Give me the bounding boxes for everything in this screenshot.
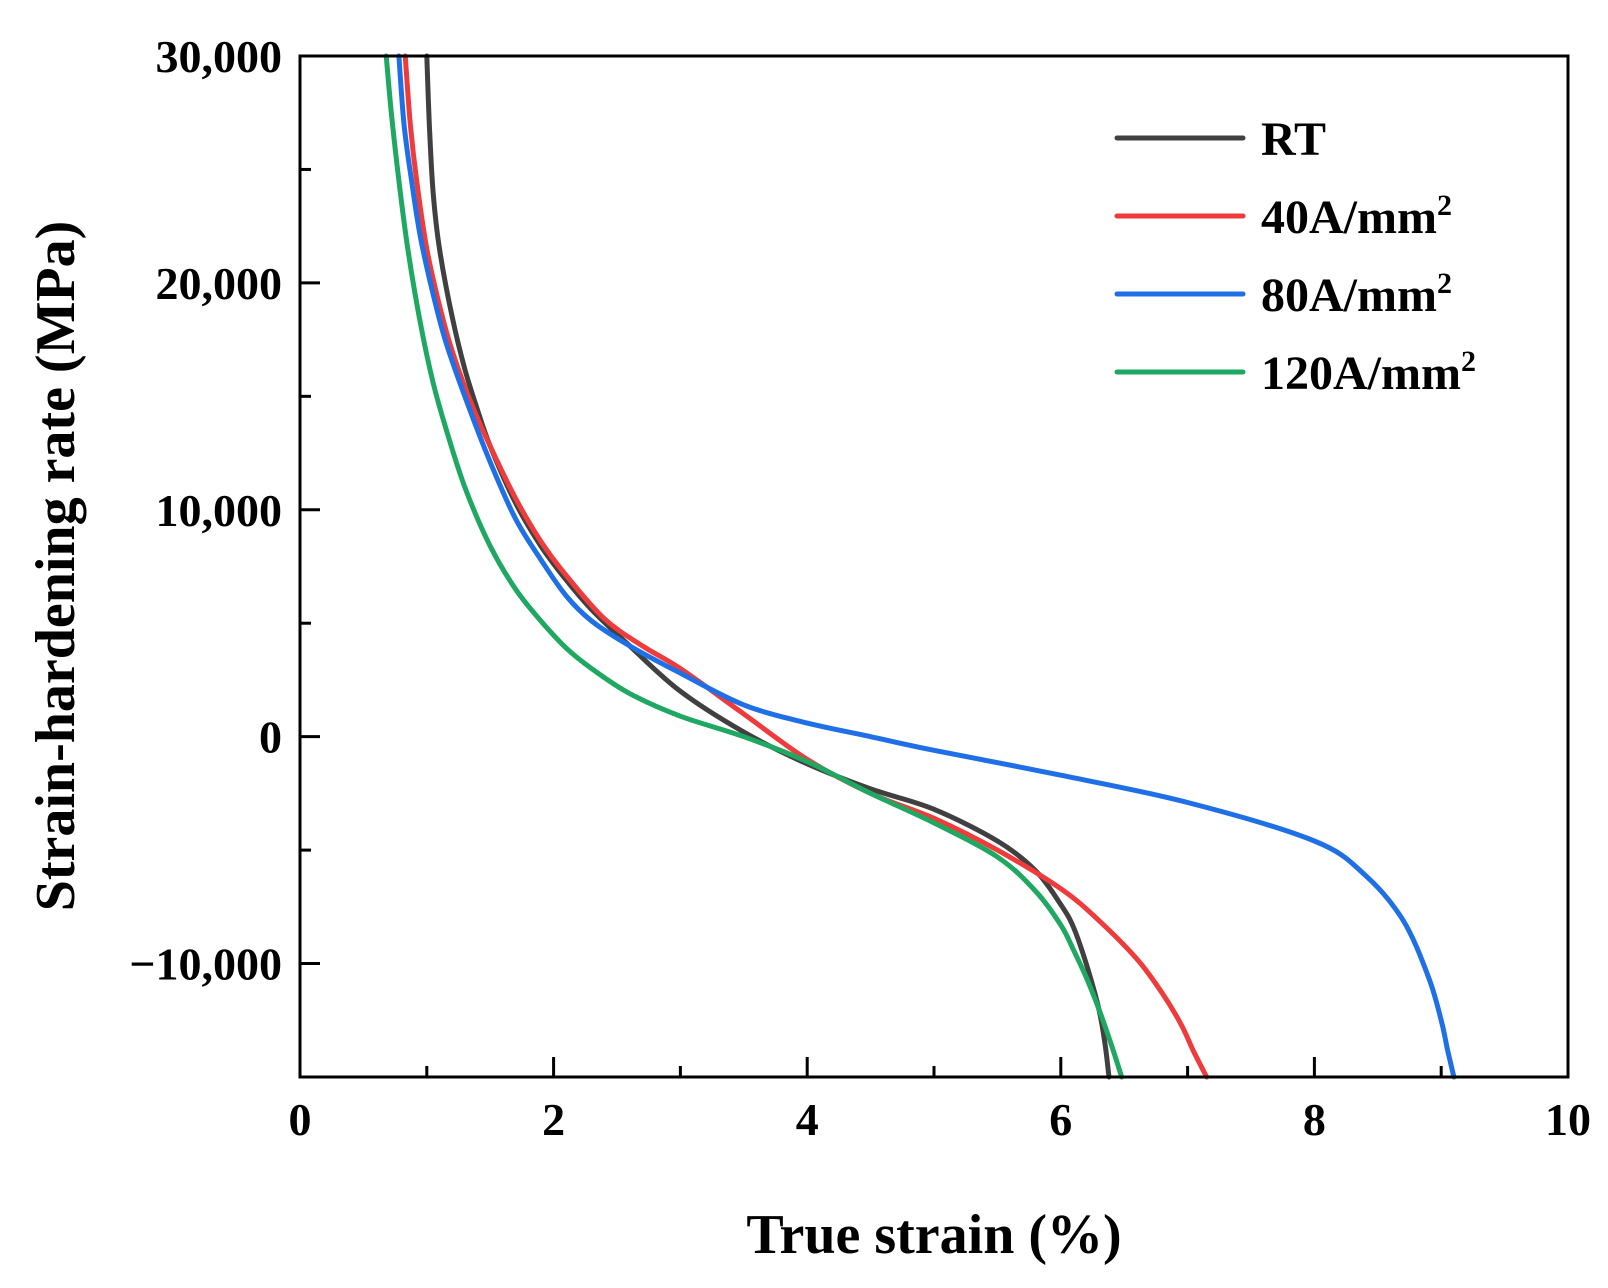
- series-lines: [383, 53, 1457, 1080]
- major-ticks: [298, 54, 1570, 1077]
- legend-label-1: 40A/mm2: [1261, 189, 1452, 244]
- series-line-2: [396, 53, 1457, 1080]
- y-axis-title: Strain-hardening rate (MPa): [25, 221, 87, 912]
- legend-label-main: 40A/mm: [1261, 191, 1437, 244]
- x-axis-title: True strain (%): [746, 1204, 1121, 1266]
- legend-label-3: 120A/mm2: [1261, 345, 1476, 400]
- y-tick-label: 30,000: [156, 31, 283, 82]
- y-tick-labels: 30,000 20,000 10,000 0 −10,000: [129, 31, 282, 990]
- x-tick-labels: 0 2 4 6 8 10: [289, 1094, 1592, 1145]
- legend-label-superscript: 2: [1461, 345, 1476, 378]
- legend-label-main: RT: [1261, 113, 1326, 166]
- x-tick-label: 8: [1303, 1094, 1326, 1145]
- plot-frame: [298, 54, 1570, 1079]
- x-tick-label: 4: [796, 1094, 819, 1145]
- x-tick-label: 6: [1049, 1094, 1072, 1145]
- y-tick-label: −10,000: [129, 939, 282, 990]
- series-line-1: [402, 53, 1210, 1080]
- legend-label-superscript: 2: [1437, 267, 1452, 300]
- x-tick-label: 10: [1545, 1094, 1591, 1145]
- series-line-3: [383, 53, 1125, 1080]
- y-tick-label: 20,000: [156, 258, 283, 309]
- legend-label-main: 120A/mm: [1261, 347, 1461, 400]
- x-tick-label: 0: [289, 1094, 312, 1145]
- y-tick-label: 0: [259, 712, 282, 763]
- legend-label-main: 80A/mm: [1261, 269, 1437, 322]
- legend-label-superscript: 2: [1437, 189, 1452, 222]
- series-line-0: [424, 53, 1112, 1080]
- legend-label-0: RT: [1261, 113, 1326, 166]
- x-tick-label: 2: [542, 1094, 565, 1145]
- legend-label-2: 80A/mm2: [1261, 267, 1452, 322]
- y-tick-label: 10,000: [156, 485, 283, 536]
- minor-ticks: [300, 167, 1443, 1077]
